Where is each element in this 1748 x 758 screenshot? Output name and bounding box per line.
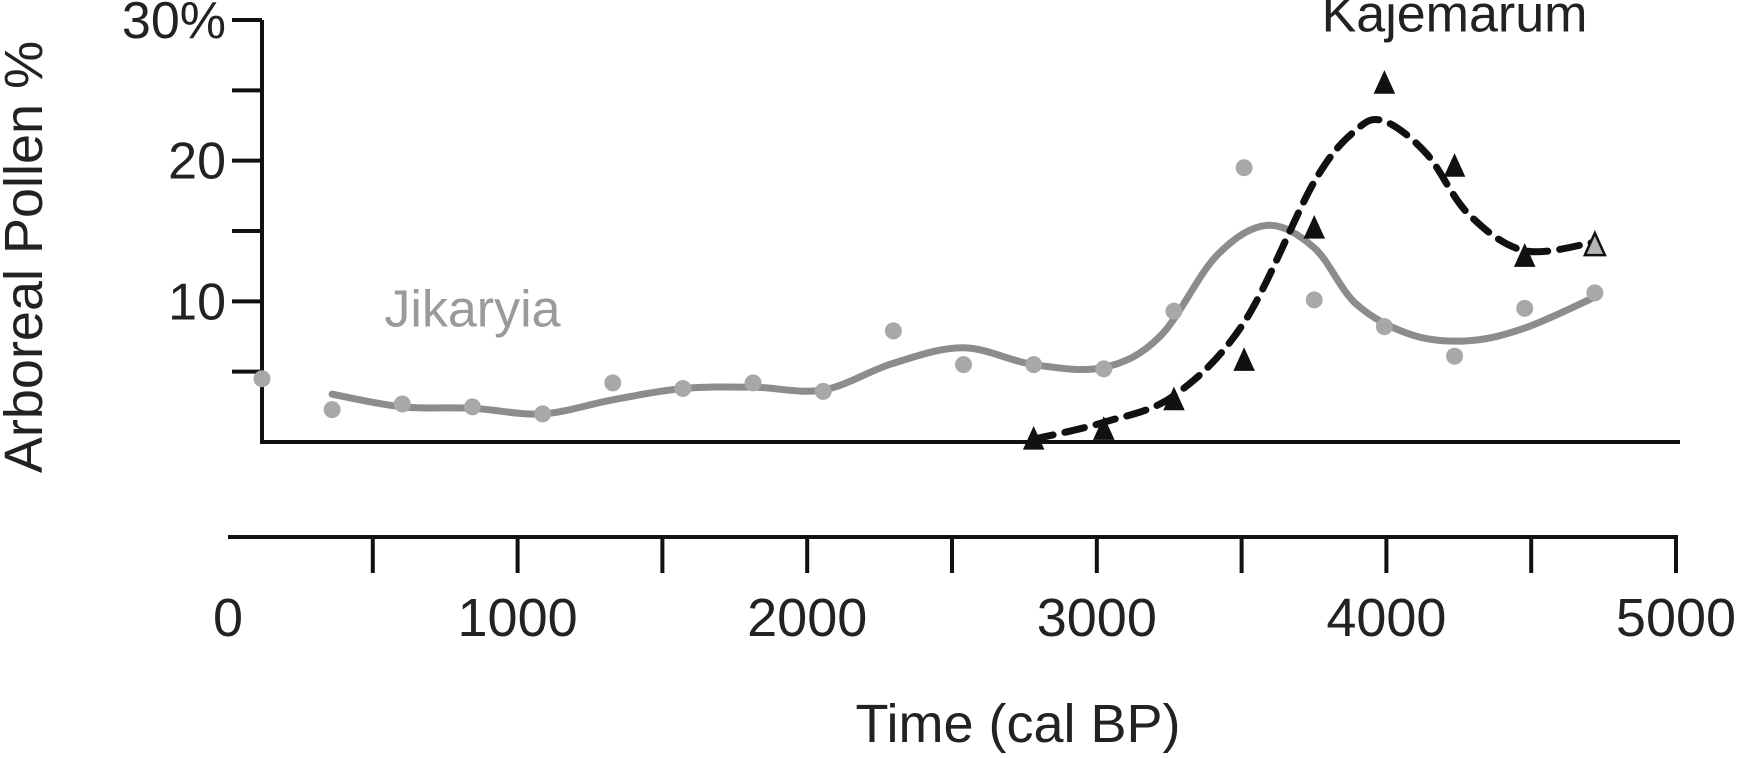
x-tick-label: 0 [213,588,243,648]
jikaryia-data-point [1375,318,1393,336]
y-tick-label: 20 [168,133,226,191]
kajemarum-data-point [1022,425,1045,450]
y-tick-label: 30% [122,0,226,50]
jikaryia-data-point [1235,159,1253,177]
kajemarum-series-label: Kajemarum [1322,0,1588,43]
jikaryia-data-point [323,401,341,419]
jikaryia-data-point [1446,347,1464,365]
jikaryia-series-label: Jikaryia [384,281,560,339]
kajemarum-data-point [1513,243,1536,267]
jikaryia-data-point [884,322,902,340]
y-axis-label: Arboreal Pollen % [0,41,54,473]
x-tick-label: 5000 [1616,588,1736,648]
y-axis: 10 20 30% [122,0,264,444]
kajemarum-data-point [1443,153,1466,177]
kajemarum-data-point [1093,416,1115,440]
kajemarum-series: Kajemarum [1022,0,1607,450]
jikaryia-data-point [1586,284,1604,302]
kajemarum-data-point [1373,70,1396,94]
jikaryia-data-point [744,374,762,392]
jikaryia-data-point [814,382,832,400]
kajemarum-data-point [1303,214,1326,239]
x-tick-label: 3000 [1037,588,1157,648]
kajemarum-trend-line [1030,115,1599,443]
series-layer: Jikaryia Kajemarum [253,0,1607,450]
jikaryia-data-point [1516,299,1534,317]
x-axis: 0 1000 2000 3000 4000 5000 [213,440,1736,648]
jikaryia-data-point [393,395,411,413]
jikaryia-data-point [674,380,692,398]
kajemarum-data-point [1163,386,1185,411]
x-tick-label: 4000 [1326,588,1446,648]
jikaryia-data-point [1165,302,1183,320]
jikaryia-data-point [1305,291,1323,309]
jikaryia-data-point [1025,356,1043,374]
jikaryia-data-point [1095,360,1113,378]
jikaryia-series: Jikaryia [253,159,1604,423]
kajemarum-data-point [1582,230,1607,257]
kajemarum-data-point [1233,347,1255,371]
x-tick-label: 2000 [747,588,867,648]
y-tick-label: 10 [168,273,226,331]
jikaryia-data-point [463,398,481,416]
jikaryia-data-point [955,356,972,374]
x-tick-label: 1000 [458,588,578,648]
jikaryia-data-point [253,370,271,388]
x-axis-label: Time (cal BP) [855,694,1180,754]
jikaryia-data-point [534,405,552,423]
jikaryia-data-point [604,374,622,392]
